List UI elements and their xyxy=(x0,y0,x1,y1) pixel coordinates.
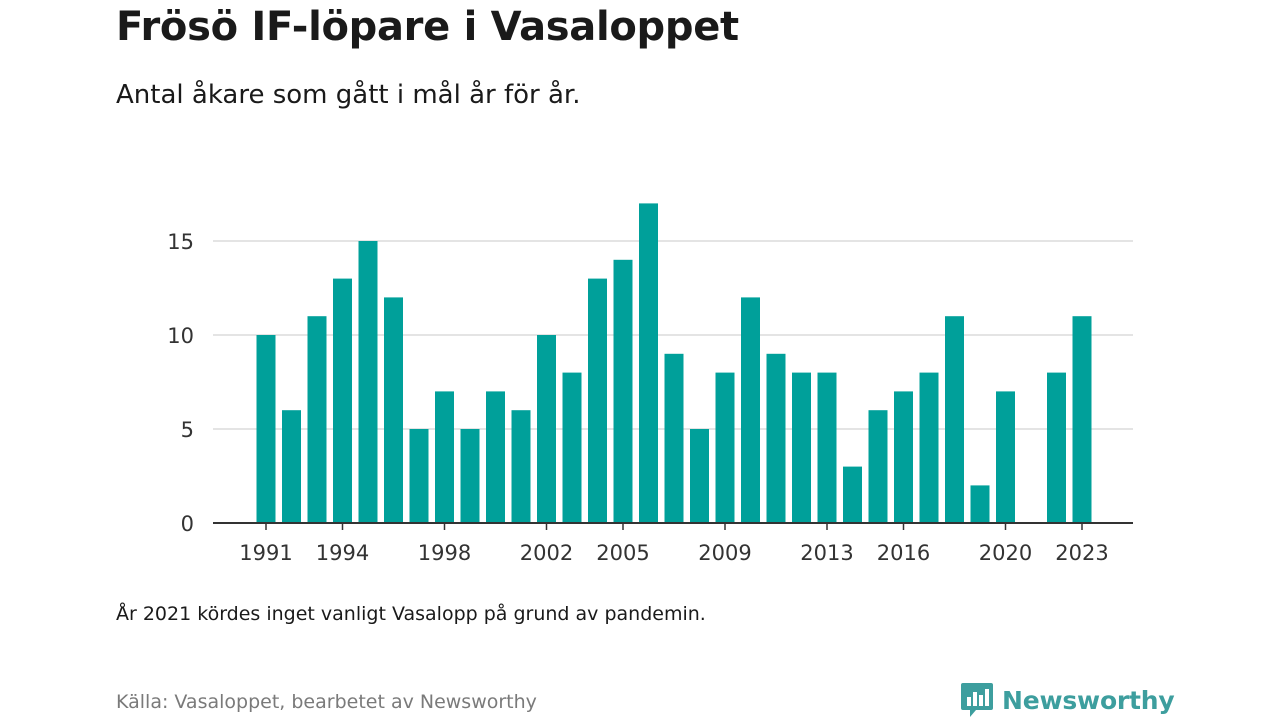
x-tick-label: 2023 xyxy=(1055,541,1108,565)
bar-1993 xyxy=(307,316,327,523)
bar-2001 xyxy=(511,410,531,523)
bar-1999 xyxy=(460,429,480,523)
bars xyxy=(256,203,1092,523)
bar-2023 xyxy=(1072,316,1092,523)
chart-title: Frösö IF-löpare i Vasaloppet xyxy=(116,4,739,50)
bar-1996 xyxy=(384,297,403,523)
bar-2016 xyxy=(894,391,913,523)
bar-2004 xyxy=(588,278,607,523)
bar-2006 xyxy=(639,203,658,523)
bar-2007 xyxy=(664,353,684,523)
x-tick-label: 2009 xyxy=(698,541,751,565)
bar-chart: 0 5 10 15 1991 1994 1998 2002 2005 2009 2013 2016 2… xyxy=(167,203,1133,565)
x-tick-label: 1994 xyxy=(316,541,369,565)
bar-2022 xyxy=(1047,372,1066,523)
x-axis xyxy=(213,522,1133,530)
chart-subtitle: Antal åkare som gått i mål år för år. xyxy=(116,80,581,110)
bar-2011 xyxy=(766,353,786,523)
bar-2005 xyxy=(613,259,633,523)
bar-1995 xyxy=(358,241,378,523)
bar-2012 xyxy=(792,372,811,523)
brand-name: Newsworthy xyxy=(1002,685,1175,715)
bar-2018 xyxy=(945,316,964,523)
chart-bubble-icon xyxy=(961,683,993,717)
x-tick-label: 1991 xyxy=(239,541,292,565)
bar-2009 xyxy=(715,372,735,523)
bar-2015 xyxy=(868,410,888,523)
bar-2000 xyxy=(486,391,505,523)
bar-1991 xyxy=(256,335,276,523)
bar-1997 xyxy=(409,429,429,523)
y-tick-label: 5 xyxy=(181,418,194,442)
bar-2002 xyxy=(537,335,556,523)
y-tick-label: 0 xyxy=(181,512,194,536)
bar-2008 xyxy=(690,429,709,523)
bar-1998 xyxy=(435,391,454,523)
bar-1992 xyxy=(282,410,301,523)
bar-2020 xyxy=(996,391,1015,523)
x-tick-label: 2016 xyxy=(877,541,930,565)
bar-2013 xyxy=(817,372,837,523)
x-axis-labels: 1991 1994 1998 2002 2005 2009 2013 2016 2020 2023 xyxy=(239,541,1108,565)
y-tick-label: 10 xyxy=(167,324,194,348)
bar-2019 xyxy=(970,485,990,523)
bar-2014 xyxy=(843,466,862,523)
bar-2017 xyxy=(919,372,939,523)
bar-1994 xyxy=(333,278,352,523)
y-tick-label: 15 xyxy=(167,230,194,254)
source-text: Källa: Vasaloppet, bearbetet av Newswort… xyxy=(116,691,537,713)
x-tick-label: 2020 xyxy=(979,541,1032,565)
bar-2010 xyxy=(741,297,760,523)
newsworthy-logo: Newsworthy xyxy=(960,681,1175,719)
x-tick-label: 1998 xyxy=(418,541,471,565)
footnote: År 2021 kördes inget vanligt Vasalopp på… xyxy=(116,603,706,625)
x-tick-label: 2013 xyxy=(800,541,853,565)
bar-2003 xyxy=(562,372,582,523)
x-tick-label: 2002 xyxy=(520,541,573,565)
x-tick-label: 2005 xyxy=(596,541,649,565)
y-axis-labels: 0 5 10 15 xyxy=(167,230,194,536)
